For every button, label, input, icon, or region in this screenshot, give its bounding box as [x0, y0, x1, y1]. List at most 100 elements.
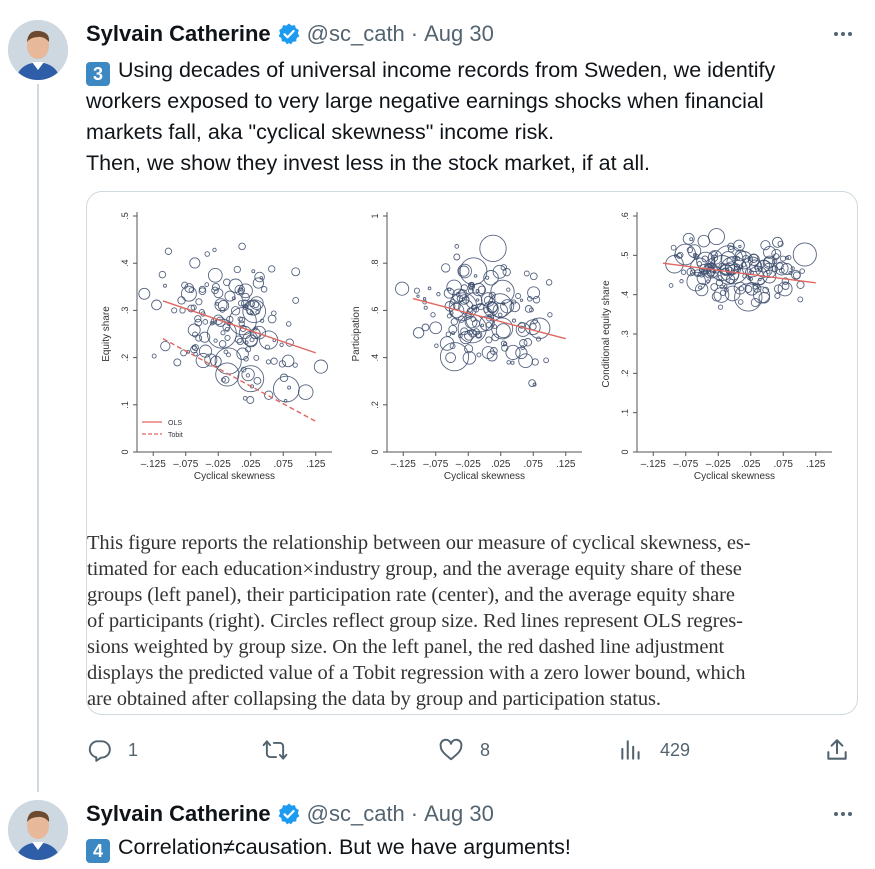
like-button[interactable]: 8: [438, 733, 490, 767]
data-point: [528, 317, 551, 340]
data-point: [458, 294, 470, 305]
avatar[interactable]: [8, 800, 68, 860]
repost-button[interactable]: [262, 733, 288, 767]
data-point: [187, 304, 196, 313]
data-point: [710, 283, 719, 291]
data-point: [535, 336, 542, 342]
data-point: [476, 298, 480, 302]
data-point: [434, 343, 439, 348]
data-point: [279, 373, 289, 383]
data-point: [430, 312, 436, 318]
data-point: [452, 301, 461, 310]
timestamp[interactable]: Aug 30: [424, 21, 494, 46]
more-options-icon[interactable]: [831, 22, 855, 46]
data-point: [253, 354, 260, 361]
data-point: [449, 311, 454, 315]
data-point: [204, 353, 218, 367]
handle[interactable]: @sc_cath: [306, 801, 405, 826]
data-point: [492, 302, 508, 319]
y-tick-label: .2: [370, 401, 380, 409]
analytics-icon: [621, 740, 640, 760]
data-point: [762, 256, 775, 269]
data-point: [246, 396, 255, 404]
data-point: [297, 384, 314, 400]
data-point: [189, 257, 201, 269]
data-point: [749, 276, 753, 281]
avatar[interactable]: [8, 20, 68, 80]
data-point: [772, 253, 780, 260]
legend-label: Tobit: [168, 432, 183, 439]
more-options-icon[interactable]: [831, 802, 855, 826]
data-point: [171, 307, 178, 314]
data-point: [724, 285, 741, 302]
data-point: [222, 323, 231, 332]
data-point: [473, 306, 480, 313]
data-point: [460, 327, 469, 336]
data-point: [454, 244, 460, 249]
data-point: [448, 302, 465, 319]
data-point: [486, 350, 498, 362]
data-point: [285, 321, 292, 327]
views-button[interactable]: 429: [618, 733, 690, 767]
caption-line: displays the predicted value of a Tobit …: [87, 662, 746, 684]
data-point: [260, 318, 265, 323]
display-name[interactable]: Sylvain Catherine: [86, 801, 271, 826]
data-point: [518, 321, 526, 329]
data-point: [439, 336, 455, 351]
y-tick-label: 0: [370, 449, 380, 454]
data-point: [725, 266, 734, 275]
data-point: [474, 331, 483, 339]
y-axis-label: Participation: [351, 306, 362, 361]
handle[interactable]: @sc_cath: [306, 21, 405, 46]
data-point: [264, 344, 270, 350]
reply-count: 1: [128, 739, 139, 760]
view-count: 429: [660, 739, 691, 760]
y-tick-label: .3: [120, 307, 130, 315]
data-point: [242, 331, 259, 347]
data-point: [708, 228, 725, 246]
reply-icon: [88, 740, 111, 762]
data-point: [259, 330, 279, 350]
caption-line: timated for each education×industry grou…: [87, 558, 742, 580]
data-point: [268, 265, 276, 273]
tweet-media[interactable]: 0 .1 .2 .3 .4 .5 –.125 –.075 –.025 .025 .075 .125 Cy…: [86, 191, 858, 715]
data-point: [780, 255, 786, 262]
x-tick-label: .025: [741, 459, 761, 470]
tweet[interactable]: Sylvain Catherine @sc_cath · Aug 30 4 Cor…: [0, 790, 875, 869]
data-point: [164, 247, 173, 255]
data-point: [547, 312, 553, 318]
data-point: [475, 289, 480, 293]
reply-button[interactable]: 1: [86, 733, 138, 767]
data-point: [792, 242, 817, 267]
x-tick-label: –.075: [423, 459, 448, 470]
data-point: [481, 346, 495, 360]
data-point: [462, 351, 477, 365]
data-point: [242, 304, 249, 310]
data-point: [698, 285, 703, 290]
x-tick-label: –.025: [206, 459, 231, 470]
data-point: [395, 281, 410, 296]
display-name[interactable]: Sylvain Catherine: [86, 21, 271, 46]
data-point: [479, 234, 507, 263]
data-point: [485, 275, 490, 280]
data-point: [272, 375, 300, 403]
x-tick-label: –.125: [391, 459, 416, 470]
data-point: [198, 344, 213, 358]
tweet[interactable]: Sylvain Catherine @sc_cath · Aug 30 3 Usi…: [0, 0, 875, 790]
data-point: [445, 352, 456, 363]
data-point: [452, 288, 467, 303]
data-point: [497, 312, 503, 318]
data-point: [518, 353, 533, 369]
data-point: [270, 357, 278, 365]
data-point: [278, 360, 287, 368]
data-point: [443, 287, 455, 299]
share-button[interactable]: [824, 733, 850, 767]
x-tick-label: .075: [774, 459, 794, 470]
data-point: [412, 327, 425, 339]
data-point: [735, 256, 740, 261]
y-tick-label: .6: [370, 307, 380, 315]
data-point: [677, 251, 684, 259]
data-point: [212, 247, 217, 253]
timestamp[interactable]: Aug 30: [424, 801, 494, 826]
data-point: [693, 253, 700, 260]
